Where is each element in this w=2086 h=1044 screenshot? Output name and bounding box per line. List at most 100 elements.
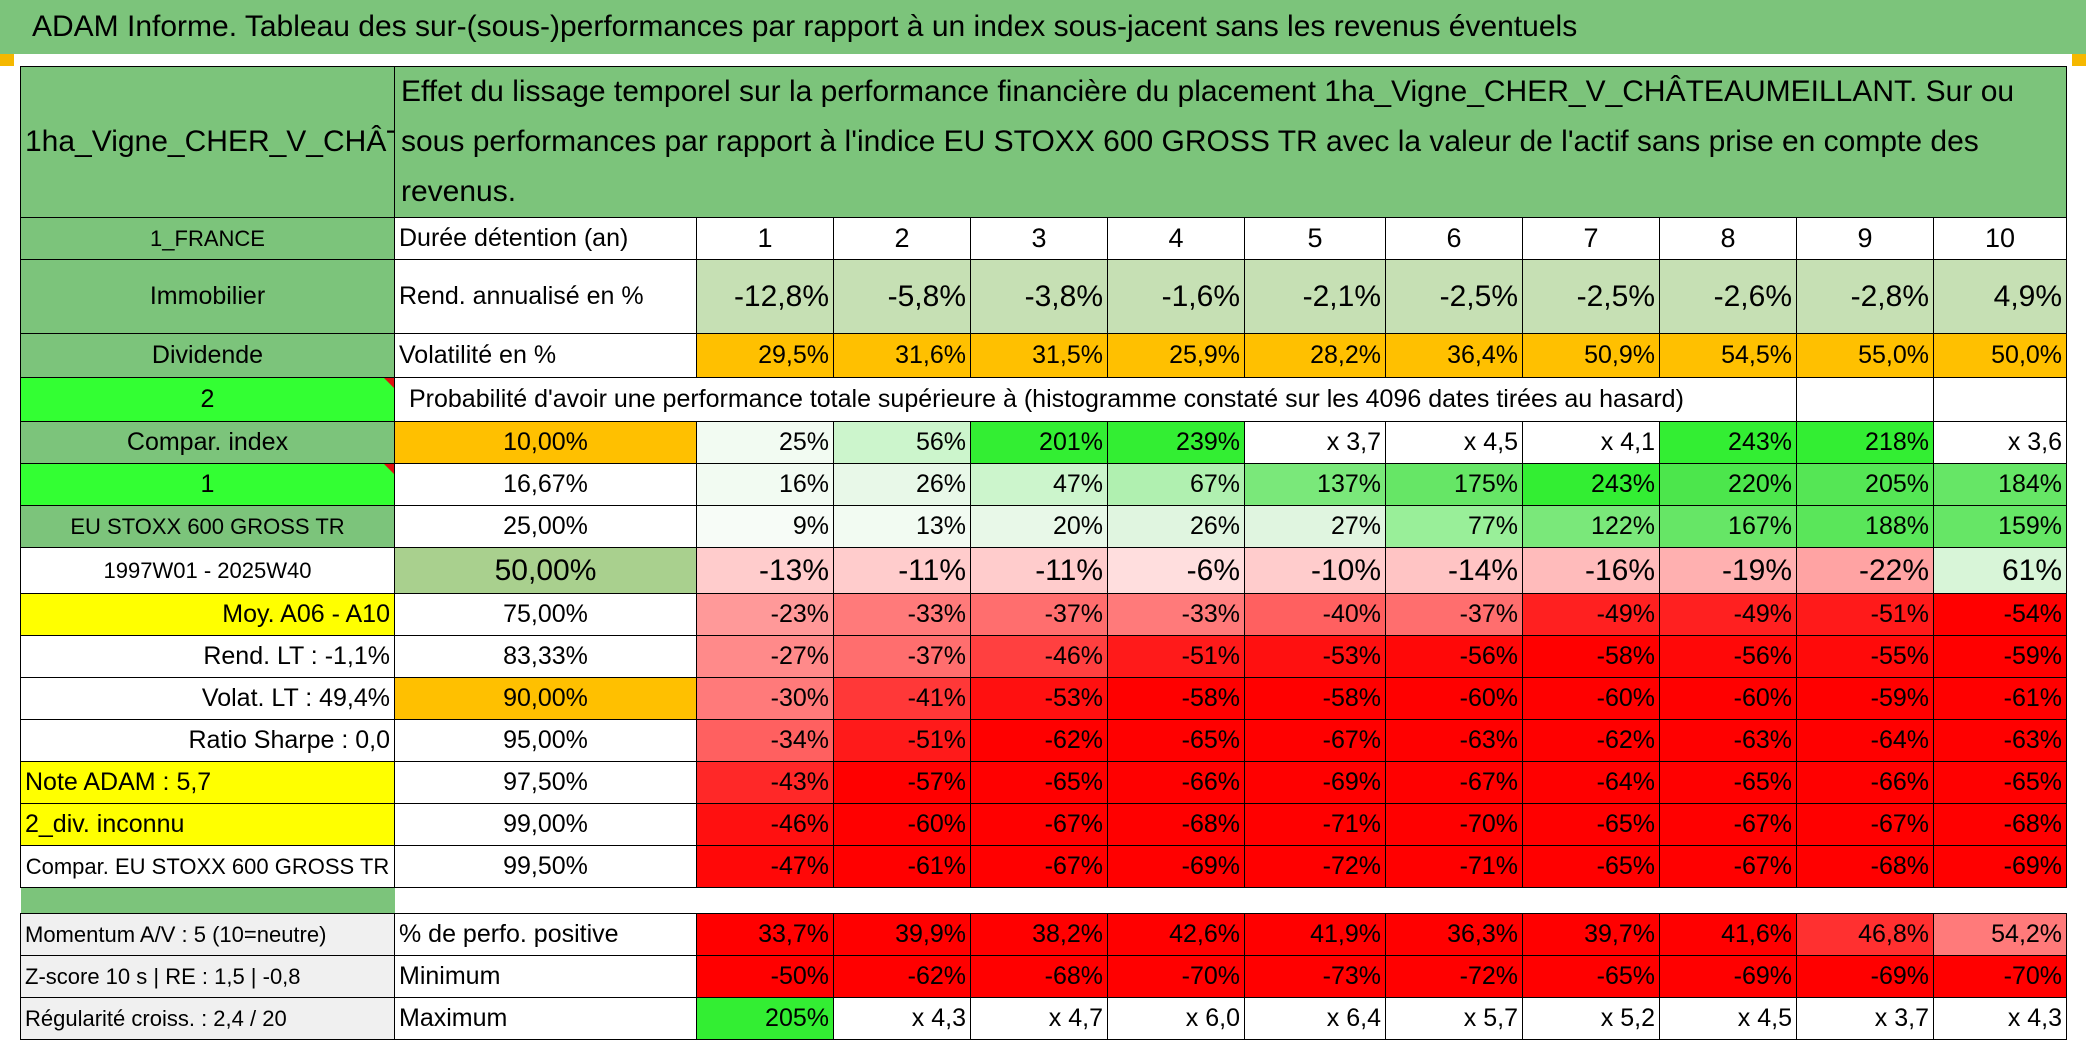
quantile-cell: -65% bbox=[1107, 719, 1245, 762]
quantile-cell: -40% bbox=[1244, 593, 1386, 636]
quantile-cell: -11% bbox=[970, 547, 1108, 594]
maximum-row: Régularité croiss. : 2,4 / 20 Maximum 20… bbox=[20, 997, 2068, 1040]
volat-label: Volatilité en % bbox=[394, 333, 697, 378]
volat-cell: 25,9% bbox=[1107, 333, 1245, 378]
country-label: 1_FRANCE bbox=[20, 217, 395, 260]
quantile-pct: 10,00% bbox=[394, 421, 697, 464]
quantile-cell: x 4,5 bbox=[1385, 421, 1523, 464]
quantile-cell: -33% bbox=[833, 593, 971, 636]
quantile-cell: 188% bbox=[1796, 505, 1934, 548]
positive-perf-label: % de perfo. positive bbox=[394, 913, 697, 956]
quantile-cell: 159% bbox=[1932, 505, 2068, 548]
quantile-cell: -57% bbox=[833, 761, 971, 804]
sharpe-label: Ratio Sharpe : 0,0 bbox=[20, 719, 395, 762]
rend-cell: -2,1% bbox=[1244, 259, 1386, 334]
bottom-cell: 36,3% bbox=[1385, 913, 1523, 956]
empty-cell bbox=[1932, 377, 2068, 422]
quantile-pct: 16,67% bbox=[394, 463, 697, 506]
quantile-cell: -64% bbox=[1796, 719, 1934, 762]
quantile-cell: -62% bbox=[970, 719, 1108, 762]
quantile-cell: -6% bbox=[1107, 547, 1245, 594]
quantile-cell: -68% bbox=[1796, 845, 1934, 888]
index-number-input-cell[interactable]: 1 bbox=[20, 463, 395, 506]
bottom-cell: -68% bbox=[970, 955, 1108, 998]
quantile-cell: x 3,7 bbox=[1244, 421, 1386, 464]
quantile-cell: -33% bbox=[1107, 593, 1245, 636]
quantile-cell: -60% bbox=[1385, 677, 1523, 720]
quantile-pct: 90,00% bbox=[394, 677, 697, 720]
rend-row: Immobilier Rend. annualisé en % -12,8% -… bbox=[20, 259, 2068, 334]
zscore-label: Z-score 10 s | RE : 1,5 | -0,8 bbox=[20, 955, 395, 998]
bottom-cell: x 5,2 bbox=[1522, 997, 1660, 1040]
quantile-cell: 243% bbox=[1659, 421, 1797, 464]
bottom-cell: x 6,0 bbox=[1107, 997, 1245, 1040]
quantile-row: Rend. LT : -1,1% 83,33% -27% -37% -46% -… bbox=[20, 635, 2068, 678]
quantile-row: Ratio Sharpe : 0,0 95,00% -34% -51% -62%… bbox=[20, 719, 2068, 762]
quantile-cell: -65% bbox=[1932, 761, 2068, 804]
quantile-cell: -43% bbox=[696, 761, 834, 804]
quantile-cell: -64% bbox=[1522, 761, 1660, 804]
quantile-cell: -67% bbox=[1796, 803, 1934, 846]
quantile-row: 1 16,67% 16% 26% 47% 67% 137% 175% 243% … bbox=[20, 463, 2068, 506]
rend-cell: 4,9% bbox=[1932, 259, 2068, 334]
quantile-cell: 9% bbox=[696, 505, 834, 548]
quantile-cell: -63% bbox=[1932, 719, 2068, 762]
quantile-cell: -63% bbox=[1659, 719, 1797, 762]
quantile-cell: 16% bbox=[696, 463, 834, 506]
bottom-cell: 39,7% bbox=[1522, 913, 1660, 956]
div-label: 2_div. inconnu bbox=[20, 803, 395, 846]
bottom-cell: 42,6% bbox=[1107, 913, 1245, 956]
quantile-cell: -16% bbox=[1522, 547, 1660, 594]
category-label: Immobilier bbox=[20, 259, 395, 334]
bottom-cell: -73% bbox=[1244, 955, 1386, 998]
quantile-cell: 77% bbox=[1385, 505, 1523, 548]
number-input-cell[interactable]: 2 bbox=[20, 377, 395, 422]
year-cell: 5 bbox=[1244, 217, 1386, 260]
quantile-row: EU STOXX 600 GROSS TR 25,00% 9% 13% 20% … bbox=[20, 505, 2068, 548]
quantile-cell: -34% bbox=[696, 719, 834, 762]
durations-row: 1_FRANCE Durée détention (an) 1 2 3 4 5 … bbox=[20, 217, 2068, 260]
note-label: Note ADAM : 5,7 bbox=[20, 761, 395, 804]
positive-perf-row: Momentum A/V : 5 (10=neutre) % de perfo.… bbox=[20, 913, 2068, 956]
rend-cell: -5,8% bbox=[833, 259, 971, 334]
quantile-cell: -68% bbox=[1932, 803, 2068, 846]
volat-row: Dividende Volatilité en % 29,5% 31,6% 31… bbox=[20, 333, 2068, 378]
quantile-cell: 56% bbox=[833, 421, 971, 464]
quantile-cell: 13% bbox=[833, 505, 971, 548]
rend-label: Rend. annualisé en % bbox=[394, 259, 697, 334]
bottom-cell: 41,9% bbox=[1244, 913, 1386, 956]
quantile-cell: -23% bbox=[696, 593, 834, 636]
quantile-cell: -72% bbox=[1244, 845, 1386, 888]
bottom-cell: x 5,7 bbox=[1385, 997, 1523, 1040]
year-cell: 8 bbox=[1659, 217, 1797, 260]
bottom-cell: -50% bbox=[696, 955, 834, 998]
quantile-cell: -67% bbox=[1385, 761, 1523, 804]
asset-name: 1ha_Vigne_CHER_V_CHÂTEAUMEILLANT bbox=[20, 66, 395, 218]
header-row: 1ha_Vigne_CHER_V_CHÂTEAUMEILLANT Effet d… bbox=[20, 66, 2068, 218]
quantile-cell: -67% bbox=[970, 803, 1108, 846]
quantile-cell: x 3,6 bbox=[1932, 421, 2068, 464]
momentum-label: Momentum A/V : 5 (10=neutre) bbox=[20, 913, 395, 956]
year-cell: 7 bbox=[1522, 217, 1660, 260]
year-cell: 4 bbox=[1107, 217, 1245, 260]
quantile-cell: 243% bbox=[1522, 463, 1660, 506]
durations-label: Durée détention (an) bbox=[394, 217, 697, 260]
quantile-cell: -53% bbox=[970, 677, 1108, 720]
bottom-cell: x 4,5 bbox=[1659, 997, 1797, 1040]
quantile-row-median: 1997W01 - 2025W40 50,00% -13% -11% -11% … bbox=[20, 547, 2068, 594]
quantile-cell: -67% bbox=[1244, 719, 1386, 762]
regularite-label: Régularité croiss. : 2,4 / 20 bbox=[20, 997, 395, 1040]
quantile-cell: 184% bbox=[1932, 463, 2068, 506]
quantile-cell: 218% bbox=[1796, 421, 1934, 464]
quantile-cell: -19% bbox=[1659, 547, 1797, 594]
quantile-pct: 75,00% bbox=[394, 593, 697, 636]
corner-marker-right bbox=[2072, 54, 2086, 66]
quantile-cell: -46% bbox=[970, 635, 1108, 678]
quantile-cell: 220% bbox=[1659, 463, 1797, 506]
quantile-cell: 167% bbox=[1659, 505, 1797, 548]
quantile-cell: 25% bbox=[696, 421, 834, 464]
quantile-cell: -60% bbox=[1659, 677, 1797, 720]
quantile-cell: -46% bbox=[696, 803, 834, 846]
corner-marker-left bbox=[0, 54, 14, 66]
quantile-cell: -51% bbox=[833, 719, 971, 762]
